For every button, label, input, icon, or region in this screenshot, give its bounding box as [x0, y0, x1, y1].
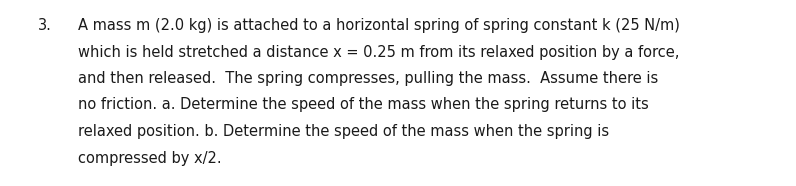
Text: 3.: 3. [38, 18, 52, 33]
Text: and then released.  The spring compresses, pulling the mass.  Assume there is: and then released. The spring compresses… [78, 71, 658, 86]
Text: no friction. a. Determine the speed of the mass when the spring returns to its: no friction. a. Determine the speed of t… [78, 97, 649, 113]
Text: A mass m (2.0 kg) is attached to a horizontal spring of spring constant k (25 N/: A mass m (2.0 kg) is attached to a horiz… [78, 18, 680, 33]
Text: compressed by x/2.: compressed by x/2. [78, 150, 221, 166]
Text: relaxed position. b. Determine the speed of the mass when the spring is: relaxed position. b. Determine the speed… [78, 124, 609, 139]
Text: which is held stretched a distance x = 0.25 m from its relaxed position by a for: which is held stretched a distance x = 0… [78, 44, 679, 60]
